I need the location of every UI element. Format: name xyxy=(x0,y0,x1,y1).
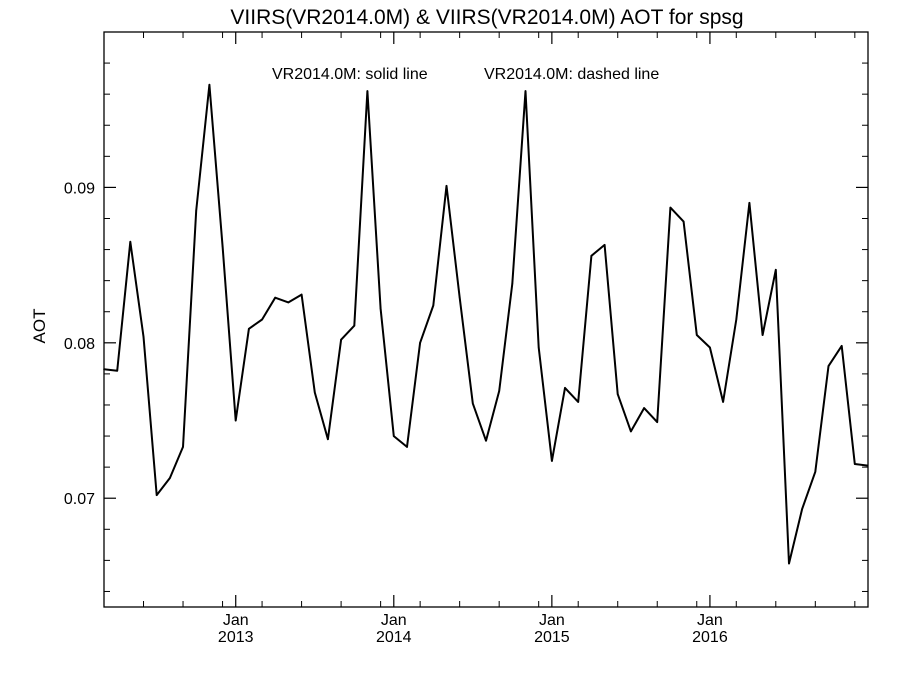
x-tick-month-label: Jan xyxy=(697,612,723,629)
x-tick-year-label: 2016 xyxy=(692,629,728,646)
data-point xyxy=(682,220,685,223)
data-point xyxy=(116,370,118,372)
data-point xyxy=(590,255,593,257)
data-point xyxy=(366,90,369,92)
data-point xyxy=(340,338,342,341)
data-point xyxy=(221,245,224,248)
data-point xyxy=(472,402,474,405)
data-point xyxy=(788,562,790,565)
data-point xyxy=(577,401,579,403)
series-layer xyxy=(103,83,868,565)
data-point xyxy=(169,477,171,479)
y-axis-label: AOT xyxy=(30,309,49,344)
data-point xyxy=(445,185,448,187)
data-point xyxy=(287,301,290,304)
y-tick-label: 0.09 xyxy=(64,180,95,197)
x-tick-month-label: Jan xyxy=(539,612,565,629)
dashed-line-annotation: VR2014.0M: dashed line xyxy=(484,66,659,83)
data-point xyxy=(379,307,382,310)
data-point xyxy=(327,438,329,441)
data-point xyxy=(669,206,672,209)
data-point xyxy=(485,439,487,442)
x-tick-year-label: 2013 xyxy=(218,629,254,646)
data-point xyxy=(300,293,303,296)
data-point xyxy=(195,209,197,212)
data-point xyxy=(748,202,751,204)
x-tick-month-label: Jan xyxy=(223,612,249,629)
chart-title: VIIRS(VR2014.0M) & VIIRS(VR2014.0M) AOT … xyxy=(230,6,743,29)
data-point xyxy=(551,460,553,462)
data-point xyxy=(208,84,211,86)
x-tick-year-label: 2014 xyxy=(376,629,412,646)
y-axis-ticks: 0.07 0.08 0.09 xyxy=(64,180,868,508)
data-point xyxy=(840,345,843,347)
data-point xyxy=(854,463,856,465)
data-point xyxy=(630,430,632,433)
data-point xyxy=(827,365,830,367)
data-point xyxy=(761,334,764,336)
data-point xyxy=(234,419,237,422)
data-point xyxy=(722,401,724,403)
data-point xyxy=(129,241,132,243)
data-point xyxy=(458,296,461,299)
data-point xyxy=(314,391,316,394)
data-point xyxy=(616,393,619,395)
data-point xyxy=(142,335,145,338)
data-point xyxy=(432,304,435,307)
data-point xyxy=(248,328,250,330)
data-point xyxy=(537,346,540,349)
data-point xyxy=(511,283,514,285)
series-line-solid xyxy=(104,83,868,565)
data-point xyxy=(261,318,263,321)
data-point xyxy=(524,90,527,92)
data-point xyxy=(775,269,777,271)
data-point xyxy=(182,446,184,448)
y-tick-label: 0.07 xyxy=(64,491,95,508)
data-point xyxy=(801,508,803,510)
data-point xyxy=(656,421,658,423)
data-point xyxy=(643,407,645,409)
data-point xyxy=(103,368,105,371)
data-point xyxy=(419,342,421,344)
data-point xyxy=(353,324,356,327)
data-point xyxy=(406,446,408,448)
data-point xyxy=(696,334,698,336)
y-tick-label: 0.08 xyxy=(64,336,95,353)
solid-line-annotation: VR2014.0M: solid line xyxy=(272,66,428,83)
data-point xyxy=(814,471,817,473)
x-tick-year-label: 2015 xyxy=(534,629,570,646)
plot-frame xyxy=(103,31,869,608)
data-point xyxy=(564,387,566,389)
data-point xyxy=(498,390,501,392)
data-point xyxy=(735,318,738,321)
data-point xyxy=(393,435,395,437)
data-point xyxy=(155,494,158,496)
minor-ticks xyxy=(103,31,868,607)
data-point xyxy=(603,244,606,246)
data-point xyxy=(709,346,711,349)
data-point xyxy=(274,296,277,299)
x-tick-month-label: Jan xyxy=(381,612,407,629)
